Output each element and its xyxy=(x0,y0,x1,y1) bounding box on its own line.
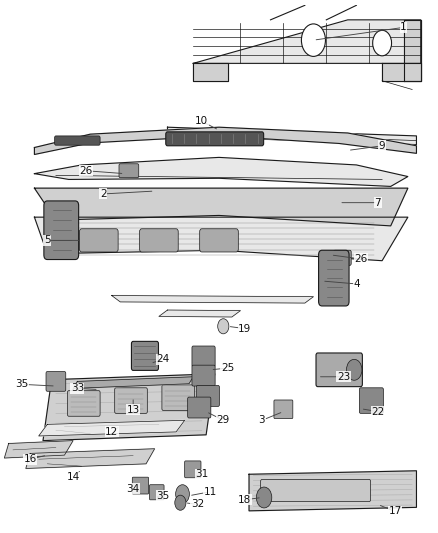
Circle shape xyxy=(176,484,189,503)
Text: 31: 31 xyxy=(195,469,208,479)
Text: 11: 11 xyxy=(204,487,217,497)
FancyBboxPatch shape xyxy=(185,461,201,478)
FancyBboxPatch shape xyxy=(359,388,383,413)
FancyBboxPatch shape xyxy=(318,251,349,306)
Text: 13: 13 xyxy=(127,405,140,415)
Polygon shape xyxy=(35,157,408,187)
FancyBboxPatch shape xyxy=(334,251,351,265)
Text: 5: 5 xyxy=(44,236,51,245)
FancyBboxPatch shape xyxy=(187,397,211,418)
Text: 14: 14 xyxy=(67,472,80,482)
Polygon shape xyxy=(35,217,408,261)
Text: 2: 2 xyxy=(100,189,106,199)
FancyBboxPatch shape xyxy=(46,372,66,391)
Text: 35: 35 xyxy=(156,491,170,500)
Circle shape xyxy=(175,495,186,510)
FancyBboxPatch shape xyxy=(132,477,148,494)
Polygon shape xyxy=(167,127,417,144)
Text: 3: 3 xyxy=(258,415,265,425)
Polygon shape xyxy=(35,127,417,155)
Polygon shape xyxy=(403,20,421,81)
FancyBboxPatch shape xyxy=(162,385,194,410)
Text: 16: 16 xyxy=(24,454,37,464)
Text: 17: 17 xyxy=(389,506,402,516)
Polygon shape xyxy=(382,63,421,81)
FancyBboxPatch shape xyxy=(166,132,264,146)
FancyBboxPatch shape xyxy=(119,164,139,177)
Text: 9: 9 xyxy=(379,141,385,151)
FancyBboxPatch shape xyxy=(44,201,79,260)
FancyBboxPatch shape xyxy=(55,136,100,145)
Polygon shape xyxy=(39,421,185,436)
FancyBboxPatch shape xyxy=(79,229,118,252)
Polygon shape xyxy=(249,471,417,511)
Polygon shape xyxy=(4,441,73,458)
Text: 35: 35 xyxy=(15,379,28,389)
Text: 26: 26 xyxy=(354,254,367,264)
FancyBboxPatch shape xyxy=(261,480,371,502)
FancyBboxPatch shape xyxy=(149,484,164,500)
FancyBboxPatch shape xyxy=(115,388,147,413)
Polygon shape xyxy=(73,377,193,389)
FancyBboxPatch shape xyxy=(131,341,159,370)
Circle shape xyxy=(256,487,272,508)
Text: 4: 4 xyxy=(353,279,360,289)
Polygon shape xyxy=(193,20,421,63)
Text: 18: 18 xyxy=(238,495,251,505)
FancyBboxPatch shape xyxy=(192,346,215,367)
Polygon shape xyxy=(26,449,155,469)
FancyBboxPatch shape xyxy=(196,385,219,406)
Text: 33: 33 xyxy=(71,383,84,393)
FancyBboxPatch shape xyxy=(274,400,293,418)
Circle shape xyxy=(218,319,229,334)
Circle shape xyxy=(301,24,325,56)
Text: 23: 23 xyxy=(337,372,350,382)
FancyBboxPatch shape xyxy=(200,229,238,252)
FancyBboxPatch shape xyxy=(316,353,362,386)
Text: 26: 26 xyxy=(79,166,92,176)
Text: 12: 12 xyxy=(105,427,118,437)
Polygon shape xyxy=(193,63,228,81)
Text: 25: 25 xyxy=(221,363,234,373)
FancyBboxPatch shape xyxy=(140,229,178,252)
Circle shape xyxy=(346,359,362,380)
Text: 19: 19 xyxy=(238,324,251,334)
Polygon shape xyxy=(112,295,314,303)
FancyBboxPatch shape xyxy=(67,391,100,416)
Polygon shape xyxy=(43,374,215,441)
Text: 32: 32 xyxy=(191,499,204,510)
Text: 10: 10 xyxy=(195,116,208,126)
Text: 1: 1 xyxy=(400,22,407,33)
Text: 22: 22 xyxy=(371,407,385,417)
Text: 34: 34 xyxy=(127,484,140,494)
Polygon shape xyxy=(159,310,240,317)
Polygon shape xyxy=(35,188,408,226)
FancyBboxPatch shape xyxy=(192,365,215,386)
Text: 29: 29 xyxy=(217,415,230,425)
Circle shape xyxy=(373,30,392,56)
Text: 24: 24 xyxy=(156,354,170,365)
Text: 7: 7 xyxy=(374,198,381,208)
